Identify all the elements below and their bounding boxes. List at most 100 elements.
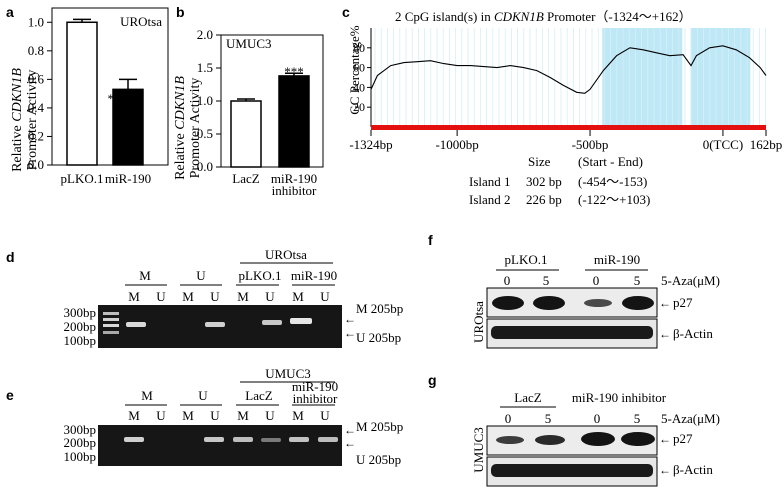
y-tick-label: 0.0 bbox=[28, 157, 44, 172]
y-tick-label: 20 bbox=[353, 100, 365, 114]
panel-f-dose-2: 5 bbox=[543, 273, 550, 288]
x-tick-label: -1324bp bbox=[349, 137, 392, 152]
panel-a-ylabel-line1: Relative CDKN1B bbox=[10, 68, 25, 172]
panel-d-group-m: M bbox=[139, 268, 151, 283]
svg-text:M: M bbox=[182, 408, 194, 423]
y-tick-label: 0.0 bbox=[197, 159, 213, 174]
panel-d-band-mir190-m bbox=[290, 318, 312, 324]
panel-e-label-u205: U 205bp bbox=[356, 452, 401, 467]
panel-e-label: e bbox=[6, 387, 14, 403]
x-tick-label: 162bp bbox=[750, 137, 783, 152]
panel-c: c 2 CpG island(s) in CDKN1B Promoter（-13… bbox=[342, 4, 782, 207]
table-row-1-name: Island 1 bbox=[469, 174, 511, 189]
svg-text:300bp: 300bp bbox=[64, 422, 97, 437]
panel-g-side-label: UMUC3 bbox=[471, 427, 486, 473]
y-tick-label: 0.4 bbox=[28, 100, 45, 115]
panel-e-label-m205: M 205bp bbox=[356, 419, 403, 434]
panel-f-band-p27 bbox=[622, 296, 654, 310]
panel-b: b Relative CDKN1B Promoter Activity UMUC… bbox=[173, 4, 324, 198]
panel-e-band-m bbox=[124, 437, 144, 442]
panel-g-dose-3: 0 bbox=[594, 411, 601, 426]
panel-e-band-mir190-u bbox=[318, 437, 338, 442]
panel-a-significance: ** bbox=[108, 91, 121, 106]
table-row-1-size: 302 bp bbox=[526, 174, 562, 189]
y-tick-label: 1.0 bbox=[197, 93, 213, 108]
panel-f-arrow-actin: ← bbox=[659, 327, 671, 341]
panel-f-band-p27 bbox=[492, 296, 524, 310]
panel-e: e UMUC3 M U LacZ miR-190 inhibitor M U M… bbox=[6, 366, 403, 467]
panel-d-band-plko-u bbox=[262, 320, 282, 325]
svg-text:100bp: 100bp bbox=[64, 333, 97, 348]
table-header-range: (Start - End) bbox=[578, 154, 643, 169]
svg-text:U: U bbox=[320, 289, 330, 304]
svg-text:200bp: 200bp bbox=[64, 435, 97, 450]
panel-g-band-p27 bbox=[496, 436, 524, 444]
panel-e-gel bbox=[98, 425, 342, 466]
panel-g-arrow-p27: ← bbox=[659, 432, 671, 446]
panel-f-label-actin: β-Actin bbox=[673, 326, 713, 341]
svg-text:M: M bbox=[292, 408, 304, 423]
panel-g-band-p27 bbox=[535, 435, 565, 445]
panel-c-ylabel: GC Percentage% bbox=[347, 25, 362, 114]
y-tick-label: 2.0 bbox=[197, 27, 213, 42]
table-header-size: Size bbox=[528, 154, 551, 169]
panel-b-label: b bbox=[176, 4, 185, 20]
panel-e-group-lacz: LacZ bbox=[245, 388, 272, 403]
panel-g-label-p27: p27 bbox=[673, 431, 693, 446]
panel-f-label-p27: p27 bbox=[673, 295, 693, 310]
svg-text:M: M bbox=[128, 289, 140, 304]
panel-a-bars: 0.0 0.2 0.4 0.6 0.8 1.0 pLKO.1 miR-190 bbox=[28, 14, 151, 186]
panel-f-dose-1: 0 bbox=[504, 273, 511, 288]
table-row-1-range: (-454～-153) bbox=[578, 174, 647, 189]
svg-text:M: M bbox=[237, 289, 249, 304]
panel-g-band-actin bbox=[491, 464, 653, 477]
panel-b-ylabel-line2: Promoter Activity bbox=[188, 78, 203, 179]
panel-d-arrow-m: ← bbox=[344, 312, 356, 326]
panel-d-ladder-band bbox=[103, 324, 119, 327]
panel-b-cell-line: UMUC3 bbox=[226, 36, 272, 51]
panel-e-band-lacz-m bbox=[233, 437, 253, 442]
y-tick-label: 60 bbox=[353, 61, 365, 75]
panel-e-group-label: UMUC3 bbox=[265, 366, 311, 381]
category-label: miR-190 bbox=[105, 171, 151, 186]
panel-a: a Relative CDKN1B Promoter Activity UROt… bbox=[6, 4, 169, 186]
cpg-island bbox=[690, 28, 751, 127]
panel-e-ladder-labels: 300bp 200bp 100bp bbox=[64, 422, 97, 464]
panel-c-table: Size (Start - End) Island 1 302 bp (-454… bbox=[469, 154, 650, 207]
panel-f-label: f bbox=[428, 232, 433, 248]
svg-text:200bp: 200bp bbox=[64, 319, 97, 334]
panel-e-band-u bbox=[204, 437, 224, 442]
panel-f-arrow-p27: ← bbox=[659, 296, 671, 310]
bar bbox=[278, 75, 310, 168]
panel-a-frame bbox=[51, 7, 169, 166]
panel-g-dose-1: 0 bbox=[505, 411, 512, 426]
bar bbox=[112, 88, 144, 166]
category-label: LacZ bbox=[232, 171, 259, 186]
y-tick-label: 0.8 bbox=[28, 43, 44, 58]
x-tick-label: -1000bp bbox=[435, 137, 478, 152]
svg-text:U: U bbox=[265, 289, 275, 304]
panel-g-group-lacz: LacZ bbox=[514, 390, 541, 405]
panel-d-group-label: UROtsa bbox=[265, 247, 307, 262]
category-label: pLKO.1 bbox=[61, 171, 104, 186]
svg-text:M: M bbox=[128, 408, 140, 423]
panel-f: f pLKO.1 miR-190 0 5 0 5 5-Aza(μM) UROts… bbox=[428, 232, 720, 349]
svg-text:M: M bbox=[237, 408, 249, 423]
svg-text:U: U bbox=[156, 408, 166, 423]
panel-d-band-u bbox=[205, 322, 225, 327]
panel-e-band-mir190-m bbox=[289, 437, 309, 442]
panel-g-dose-4: 5 bbox=[634, 411, 641, 426]
panel-e-lane-labels: M U M U M U M U bbox=[128, 408, 330, 423]
panel-g-arrow-actin: ← bbox=[659, 463, 671, 477]
svg-text:M: M bbox=[182, 289, 194, 304]
svg-text:U: U bbox=[210, 408, 220, 423]
x-tick-label: -500bp bbox=[572, 137, 609, 152]
promoter-bar bbox=[371, 125, 766, 130]
category-label: miR-190 bbox=[271, 171, 317, 186]
panel-d-group-mir190: miR-190 bbox=[291, 268, 337, 283]
panel-d-group-u: U bbox=[196, 268, 206, 283]
bar bbox=[66, 21, 98, 166]
panel-d-ladder-labels: 300bp 200bp 100bp bbox=[64, 305, 97, 348]
svg-text:U: U bbox=[156, 289, 166, 304]
panel-f-group-mir190: miR-190 bbox=[594, 252, 640, 267]
